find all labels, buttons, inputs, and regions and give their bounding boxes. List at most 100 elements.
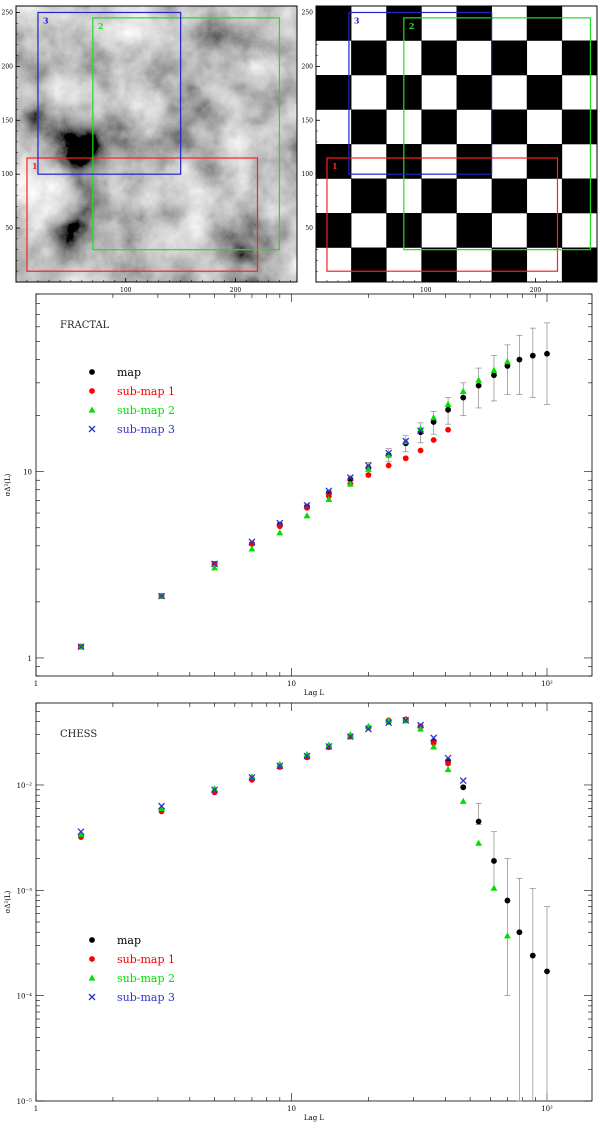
data-point [346, 731, 354, 738]
chess-square [316, 144, 352, 179]
chess-square [561, 178, 598, 214]
sub-map-box-1 [26, 157, 259, 272]
data-point [445, 406, 451, 413]
data-point [304, 503, 310, 510]
data-point [385, 719, 393, 727]
data-point [77, 828, 85, 836]
data-point [248, 545, 256, 552]
chess-square [351, 40, 387, 76]
x-tick-label: 1 [34, 680, 38, 688]
data-point [544, 350, 550, 357]
data-point [248, 538, 256, 546]
chess-square [421, 247, 457, 283]
legend-marker [88, 425, 96, 433]
chess-square [526, 213, 563, 248]
legend-label: sub-map 3 [117, 991, 175, 1004]
data-point [475, 818, 482, 825]
data-point [385, 449, 393, 457]
legend-marker [89, 369, 95, 375]
data-point [211, 564, 218, 571]
sub-map-box-label-1: 1 [32, 161, 38, 171]
data-point [304, 504, 310, 511]
data-point [78, 643, 84, 650]
data-point [77, 643, 85, 651]
data-point [459, 797, 467, 804]
data-point [417, 723, 424, 730]
data-point [276, 763, 283, 770]
data-point [402, 438, 410, 445]
data-point [430, 437, 437, 443]
data-point [276, 762, 284, 770]
data-point [402, 437, 410, 445]
chess-square [491, 247, 528, 283]
data-point [211, 786, 219, 794]
chess-square [456, 213, 492, 248]
data-point [490, 366, 498, 373]
x-axis-label: Lag L [304, 1114, 325, 1122]
y-tick-label: 250 [2, 9, 14, 16]
data-point [516, 929, 523, 936]
series-sub-map1 [78, 426, 451, 650]
data-point [516, 356, 523, 363]
data-point [276, 762, 284, 770]
chess-square [526, 75, 563, 110]
data-point [276, 764, 283, 770]
data-point [158, 592, 166, 600]
data-point [325, 489, 332, 496]
data-point [211, 786, 219, 794]
y-tick-label: 1 [28, 655, 32, 663]
data-point [78, 832, 84, 839]
chess-square [386, 144, 422, 179]
data-point [158, 593, 165, 599]
chess-square [316, 6, 352, 41]
x-tick-label: 10 [287, 680, 296, 688]
legend-label: map [117, 366, 141, 379]
data-point [491, 372, 497, 379]
x-tick-label: 1 [34, 1105, 38, 1113]
data-point [346, 733, 354, 741]
data-point [417, 427, 425, 435]
data-point [365, 464, 372, 471]
data-point [158, 806, 165, 813]
data-point [504, 358, 511, 365]
y-tick-label: 10⁻² [17, 782, 33, 790]
data-point [325, 744, 332, 751]
x-tick-label: 10² [541, 1105, 553, 1113]
legend-label: sub-map 1 [117, 385, 175, 398]
data-point [249, 540, 255, 547]
data-point [544, 968, 550, 975]
data-point [365, 722, 372, 729]
chess-square [526, 6, 563, 41]
y-tick-label: 10 [23, 469, 32, 477]
series-sub-map1 [78, 716, 451, 841]
sub-map-box-label-1: 1 [332, 161, 338, 171]
chart-title: FRACTAL [60, 320, 110, 331]
data-point [303, 750, 311, 758]
x-axis-label: Lag L [304, 689, 325, 697]
data-point [385, 451, 393, 458]
chess-square [421, 109, 457, 145]
data-point [365, 472, 372, 478]
y-tick-label: 50 [305, 225, 313, 232]
chess-square [561, 247, 598, 283]
data-point [417, 429, 424, 436]
x-tick-label: 100 [120, 287, 132, 294]
data-point [444, 765, 452, 773]
data-point [460, 784, 467, 791]
data-point [249, 776, 255, 783]
data-point [475, 839, 483, 846]
chess-square [421, 40, 457, 76]
sub-map-box-label-3: 3 [354, 15, 360, 25]
chess-square [491, 178, 528, 214]
data-point [417, 425, 424, 432]
data-point [346, 474, 354, 482]
legend-marker [88, 993, 96, 1001]
legend-marker [88, 425, 96, 433]
data-point [364, 462, 372, 469]
data-point [491, 858, 497, 864]
y-axis-label: σΔ²(L) [4, 473, 12, 496]
data-point [364, 725, 372, 733]
data-point [158, 592, 165, 599]
data-point [385, 719, 393, 727]
